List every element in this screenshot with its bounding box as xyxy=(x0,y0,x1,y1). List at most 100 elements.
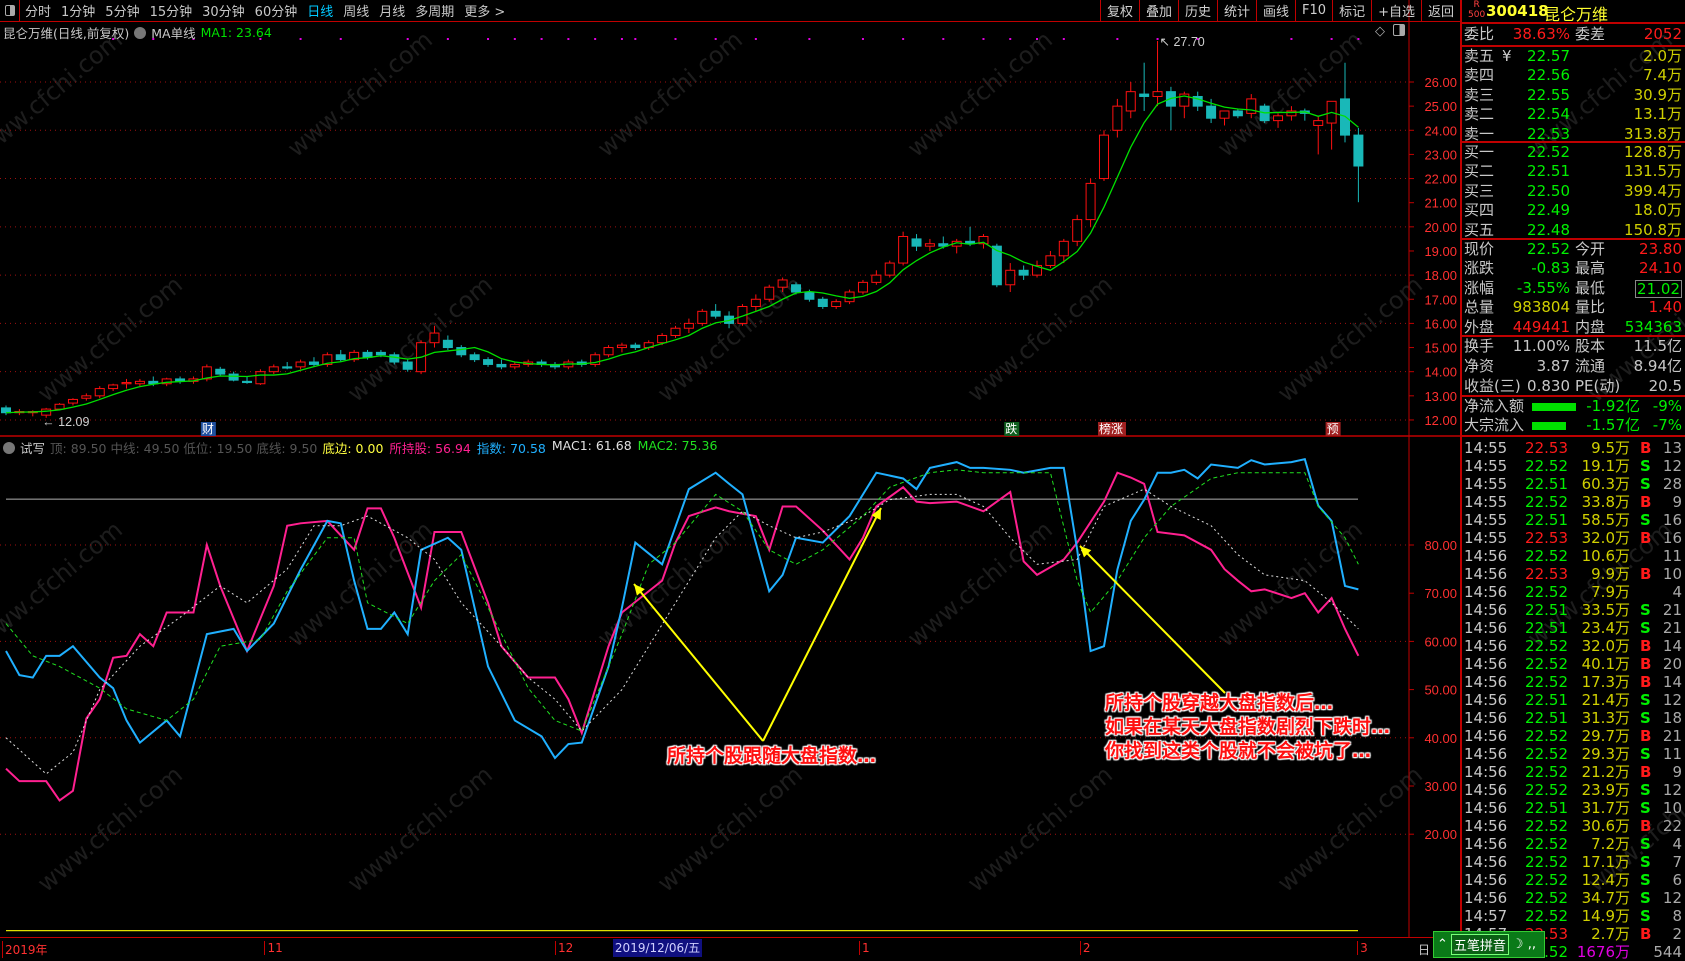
candle[interactable] xyxy=(817,296,828,309)
order-row[interactable]: 买一 22.52 128.8万 xyxy=(1462,143,1685,162)
toolbar-button[interactable]: 统计 xyxy=(1217,0,1256,21)
event-marker[interactable]: 榜涨 xyxy=(1097,421,1126,436)
candle[interactable] xyxy=(1125,82,1136,119)
candle[interactable] xyxy=(1045,250,1056,268)
indicator-settings-icon[interactable] xyxy=(134,26,147,39)
toolbar-button[interactable]: 复权 xyxy=(1099,0,1139,21)
candle[interactable] xyxy=(402,359,413,372)
candle[interactable] xyxy=(1286,106,1297,121)
period-tab[interactable]: 1分钟 xyxy=(61,5,96,20)
candle[interactable] xyxy=(1,405,11,416)
toolbar-button[interactable]: 标记 xyxy=(1332,0,1371,21)
order-row[interactable]: 卖五 ¥22.57 2.0万 xyxy=(1462,47,1685,66)
order-row[interactable]: 买三 22.50 399.4万 xyxy=(1462,182,1685,201)
period-tab[interactable]: 月线 xyxy=(379,5,406,20)
candle[interactable] xyxy=(884,260,895,278)
candle[interactable] xyxy=(161,377,172,387)
candle[interactable] xyxy=(991,243,1002,288)
event-marker[interactable]: 跌 xyxy=(1004,421,1020,436)
order-row[interactable]: 买五 22.48 150.8万 xyxy=(1462,221,1685,240)
candle[interactable] xyxy=(1139,62,1150,111)
candle[interactable] xyxy=(228,371,239,382)
candle[interactable] xyxy=(81,393,92,401)
ime-toolbar[interactable]: ⌃ 五笔拼音 ☽ ,, xyxy=(1433,931,1545,958)
candle[interactable] xyxy=(777,277,788,293)
candle[interactable] xyxy=(1246,94,1257,119)
candle[interactable] xyxy=(710,304,721,319)
candle[interactable] xyxy=(349,349,360,363)
candle[interactable] xyxy=(683,318,694,334)
candle[interactable] xyxy=(1273,113,1284,128)
candle[interactable] xyxy=(389,352,400,365)
candle[interactable] xyxy=(1219,110,1230,126)
toolbar-button[interactable]: F10 xyxy=(1295,0,1332,21)
diamond-icon[interactable]: ◇ xyxy=(1375,24,1385,39)
candle[interactable] xyxy=(911,234,922,251)
candle[interactable] xyxy=(1353,127,1364,203)
candle[interactable] xyxy=(1058,238,1069,264)
order-row[interactable]: 卖三 22.55 30.9万 xyxy=(1462,86,1685,105)
candle[interactable] xyxy=(121,378,132,389)
candle[interactable] xyxy=(456,345,467,358)
candle[interactable] xyxy=(616,342,627,353)
candle[interactable] xyxy=(951,238,962,254)
toolbar-button[interactable]: +自选 xyxy=(1371,0,1421,21)
event-marker[interactable]: 财 xyxy=(200,422,216,436)
candle[interactable] xyxy=(1005,263,1016,293)
tick-trades[interactable]: 14:55 22.53 9.5万 B 13 14:55 22.52 19.1万 S 12 14:55… xyxy=(1462,439,1685,961)
candle[interactable] xyxy=(590,352,601,367)
event-marker[interactable]: 预 xyxy=(1325,422,1341,436)
period-tab[interactable]: 更多 > xyxy=(464,5,506,20)
candle[interactable] xyxy=(536,359,547,367)
candle[interactable] xyxy=(978,234,989,249)
candle[interactable] xyxy=(1313,115,1324,155)
candle[interactable] xyxy=(750,294,761,312)
candle[interactable] xyxy=(630,342,641,350)
candle[interactable] xyxy=(1098,130,1109,181)
candle[interactable] xyxy=(134,378,145,387)
candle[interactable] xyxy=(1206,98,1217,124)
candle[interactable] xyxy=(898,231,909,266)
ime-mode[interactable]: 五笔拼音 xyxy=(1450,934,1509,955)
candle[interactable] xyxy=(94,386,105,399)
panel-toggle-icon[interactable] xyxy=(0,0,20,21)
candle[interactable] xyxy=(201,364,212,382)
indicator-name[interactable]: 试写 xyxy=(20,441,46,456)
candle[interactable] xyxy=(1032,260,1043,278)
order-row[interactable]: 买四 22.49 18.0万 xyxy=(1462,201,1685,220)
candle[interactable] xyxy=(175,376,186,384)
candle[interactable] xyxy=(255,369,266,385)
candle[interactable] xyxy=(469,352,480,363)
order-row[interactable]: 卖一 22.53 313.8万 xyxy=(1462,125,1685,144)
candle[interactable] xyxy=(603,345,614,358)
candle[interactable] xyxy=(1326,100,1337,150)
candle[interactable] xyxy=(724,311,735,329)
candle[interactable] xyxy=(1299,108,1310,121)
candle[interactable] xyxy=(509,362,520,370)
candle[interactable] xyxy=(1165,86,1176,131)
candle[interactable] xyxy=(697,308,708,326)
period-button[interactable]: 日 xyxy=(1418,943,1431,957)
candle[interactable] xyxy=(857,279,868,295)
indicator-settings-icon[interactable] xyxy=(3,441,15,454)
ime-icons[interactable]: ☽ ,, xyxy=(1511,937,1536,952)
candle[interactable] xyxy=(1232,108,1243,119)
candle[interactable] xyxy=(1018,265,1029,280)
candle[interactable] xyxy=(1152,40,1163,107)
candle[interactable] xyxy=(295,359,306,370)
candle[interactable] xyxy=(268,364,279,375)
candle[interactable] xyxy=(67,398,78,406)
candle[interactable] xyxy=(282,362,293,370)
candle[interactable] xyxy=(1340,62,1350,143)
period-tab[interactable]: 多周期 xyxy=(415,5,455,20)
candle[interactable] xyxy=(108,383,119,391)
candle[interactable] xyxy=(322,352,333,367)
candle[interactable] xyxy=(831,299,842,309)
candle[interactable] xyxy=(496,359,507,370)
period-tab[interactable]: 分时 xyxy=(25,5,52,20)
candle[interactable] xyxy=(308,357,319,367)
order-row[interactable]: 卖四 22.56 7.4万 xyxy=(1462,66,1685,85)
period-tab[interactable]: 5分钟 xyxy=(105,5,140,20)
candle[interactable] xyxy=(41,407,52,418)
order-row[interactable]: 买二 22.51 131.5万 xyxy=(1462,162,1685,181)
